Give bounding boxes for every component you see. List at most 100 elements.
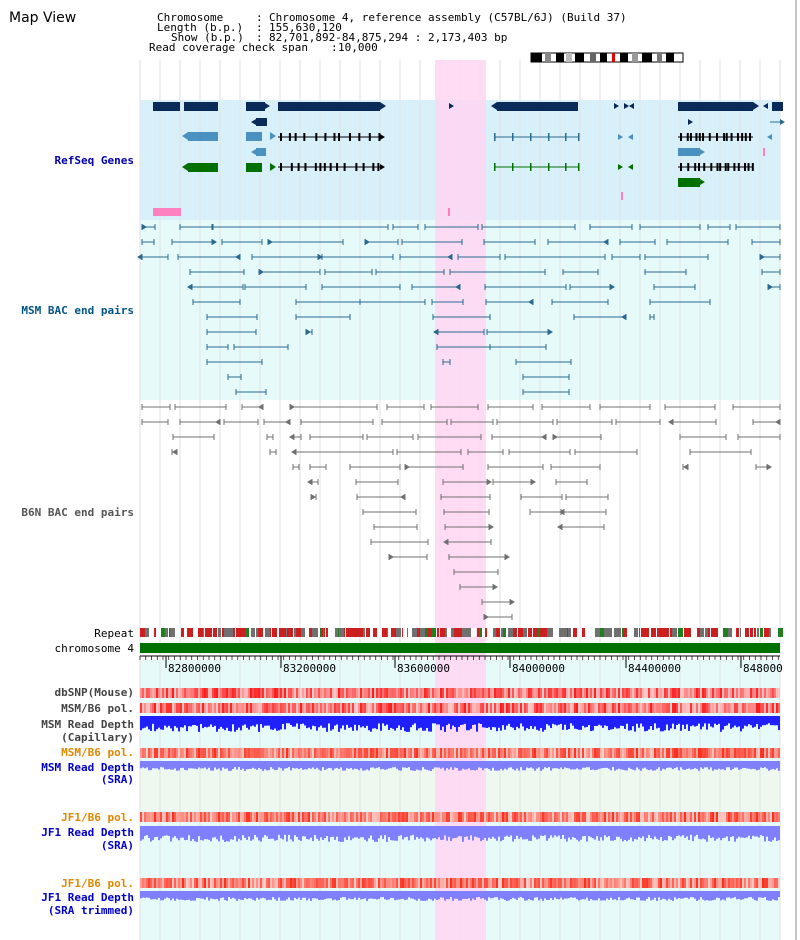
- jf1-depth-trim-bar: [604, 891, 606, 901]
- jf1-depth-sra-bar: [388, 826, 390, 838]
- jf1-depth-sra-bar: [374, 826, 376, 842]
- jf1-b6-pol-2-cell: [770, 878, 772, 888]
- jf1-b6-pol-2-cell: [456, 878, 458, 888]
- gene-exon-tick: [355, 163, 358, 171]
- jf1-depth-sra-bar: [548, 826, 550, 839]
- msm-depth-sra-bar: [688, 761, 690, 769]
- msm-b6-pol-cell: [520, 703, 522, 713]
- jf1-b6-pol-2-cell: [508, 878, 510, 888]
- jf1-b6-pol-2-cell: [448, 878, 450, 888]
- jf1-depth-trim-bar: [520, 891, 522, 898]
- repeat-block: [241, 628, 242, 637]
- strand-arrow: [318, 254, 323, 260]
- jf1-b6-pol-2-cell: [626, 878, 628, 888]
- msm-b6-pol-2-cell: [234, 748, 236, 758]
- jf1-b6-pol-cell: [268, 812, 270, 822]
- jf1-b6-pol-2-cell: [220, 878, 222, 888]
- jf1-depth-sra-bar: [634, 826, 636, 839]
- msm-b6-pol-cell: [202, 703, 204, 713]
- dbsnp-cell: [618, 688, 620, 698]
- dbsnp-cell: [200, 688, 202, 698]
- jf1-depth-trim-bar: [330, 891, 332, 899]
- jf1-depth-sra-bar: [630, 826, 632, 838]
- repeat-block: [571, 628, 573, 637]
- dbsnp-cell: [492, 688, 494, 698]
- strand-arrow: [603, 239, 608, 245]
- msm-b6-pol-cell: [394, 703, 396, 713]
- msm-b6-pol-2-cell: [650, 748, 652, 758]
- jf1-b6-pol-2-cell: [600, 878, 602, 888]
- jf1-b6-pol-cell: [750, 812, 752, 822]
- strand-arrow: [767, 134, 772, 140]
- msm-b6-pol-2-cell: [140, 748, 142, 758]
- gene-exon-tick: [362, 163, 365, 171]
- jf1-depth-sra-bar: [416, 826, 418, 837]
- msm-b6-pol-2-cell: [546, 748, 548, 758]
- dbsnp-cell: [434, 688, 436, 698]
- msm-b6-pol-cell: [258, 703, 260, 713]
- dbsnp-cell: [174, 688, 176, 698]
- dbsnp-cell: [736, 688, 738, 698]
- dbsnp-cell: [396, 688, 398, 698]
- jf1-b6-pol-cell: [762, 812, 764, 822]
- msm-b6-pol-cell: [738, 703, 740, 713]
- jf1-depth-trim-bar: [368, 891, 370, 899]
- msm-depth-sra-bar: [370, 761, 372, 768]
- msm-depth-cap-bar: [340, 716, 342, 729]
- jf1-b6-pol-2-cell: [728, 878, 730, 888]
- msm-depth-sra-bar: [356, 761, 358, 769]
- jf1-b6-pol-cell: [228, 812, 230, 822]
- msm-b6-pol-2-cell: [460, 748, 462, 758]
- jf1-depth-sra-bar: [540, 826, 542, 836]
- jf1-depth-trim-bar: [290, 891, 292, 901]
- jf1-depth-trim-bar: [656, 891, 658, 901]
- repeat-block: [191, 628, 193, 637]
- msm-depth-cap-bar: [236, 716, 238, 730]
- jf1-b6-pol-2-cell: [190, 878, 192, 888]
- msm-b6-pol-2-cell: [646, 748, 648, 758]
- msm-b6-pol-cell: [684, 703, 686, 713]
- msm-depth-sra-bar: [404, 761, 406, 768]
- jf1-b6-pol-cell: [756, 812, 758, 822]
- msm-b6-pol-cell: [278, 703, 280, 713]
- jf1-depth-trim-bar: [754, 891, 756, 901]
- msm-depth-cap-bar: [518, 716, 520, 729]
- msm-depth-sra-bar: [410, 761, 412, 771]
- dbsnp-cell: [342, 688, 344, 698]
- jf1-b6-pol-cell: [260, 812, 262, 822]
- jf1-b6-pol-cell: [590, 812, 592, 822]
- repeat-block: [332, 628, 334, 637]
- msm-depth-cap-bar: [420, 716, 422, 728]
- msm-b6-pol-2-cell: [640, 748, 642, 758]
- jf1-b6-pol-2-cell: [252, 878, 254, 888]
- msm-depth-cap-bar: [182, 716, 184, 728]
- jf1-b6-pol-2-cell: [370, 878, 372, 888]
- msm-b6-pol-cell: [376, 703, 378, 713]
- msm-depth-cap-bar: [598, 716, 600, 725]
- jf1-b6-pol-cell: [252, 812, 254, 822]
- jf1-b6-pol-2-cell: [758, 878, 760, 888]
- repeat-block: [382, 628, 387, 637]
- length-value: 155,630,120: [269, 21, 342, 34]
- chromosome-sep: :: [256, 11, 263, 24]
- dbsnp-cell: [498, 688, 500, 698]
- dbsnp-cell: [368, 688, 370, 698]
- msm-b6-pol-cell: [462, 703, 464, 713]
- jf1-b6-pol-2-cell: [496, 878, 498, 888]
- msm-depth-sra-bar: [400, 761, 402, 771]
- jf1-b6-pol-2-cell: [546, 878, 548, 888]
- jf1-depth-sra-bar: [478, 826, 480, 838]
- jf1-depth-trim-bar: [440, 891, 442, 898]
- jf1-b6-pol-cell: [386, 812, 388, 822]
- msm-b6-pol-cell: [744, 703, 746, 713]
- msm-b6-pol-cell: [628, 703, 630, 713]
- msm-b6-pol-2-cell: [670, 748, 672, 758]
- msm-depth-cap-bar: [324, 716, 326, 728]
- dbsnp-cell: [204, 688, 206, 698]
- gene-exon-tick: [723, 133, 726, 141]
- msm-depth-cap-bar: [480, 716, 482, 724]
- jf1-depth-sra-bar: [532, 826, 534, 836]
- msm-depth-cap-bar: [200, 716, 202, 725]
- dbsnp-cell: [464, 688, 466, 698]
